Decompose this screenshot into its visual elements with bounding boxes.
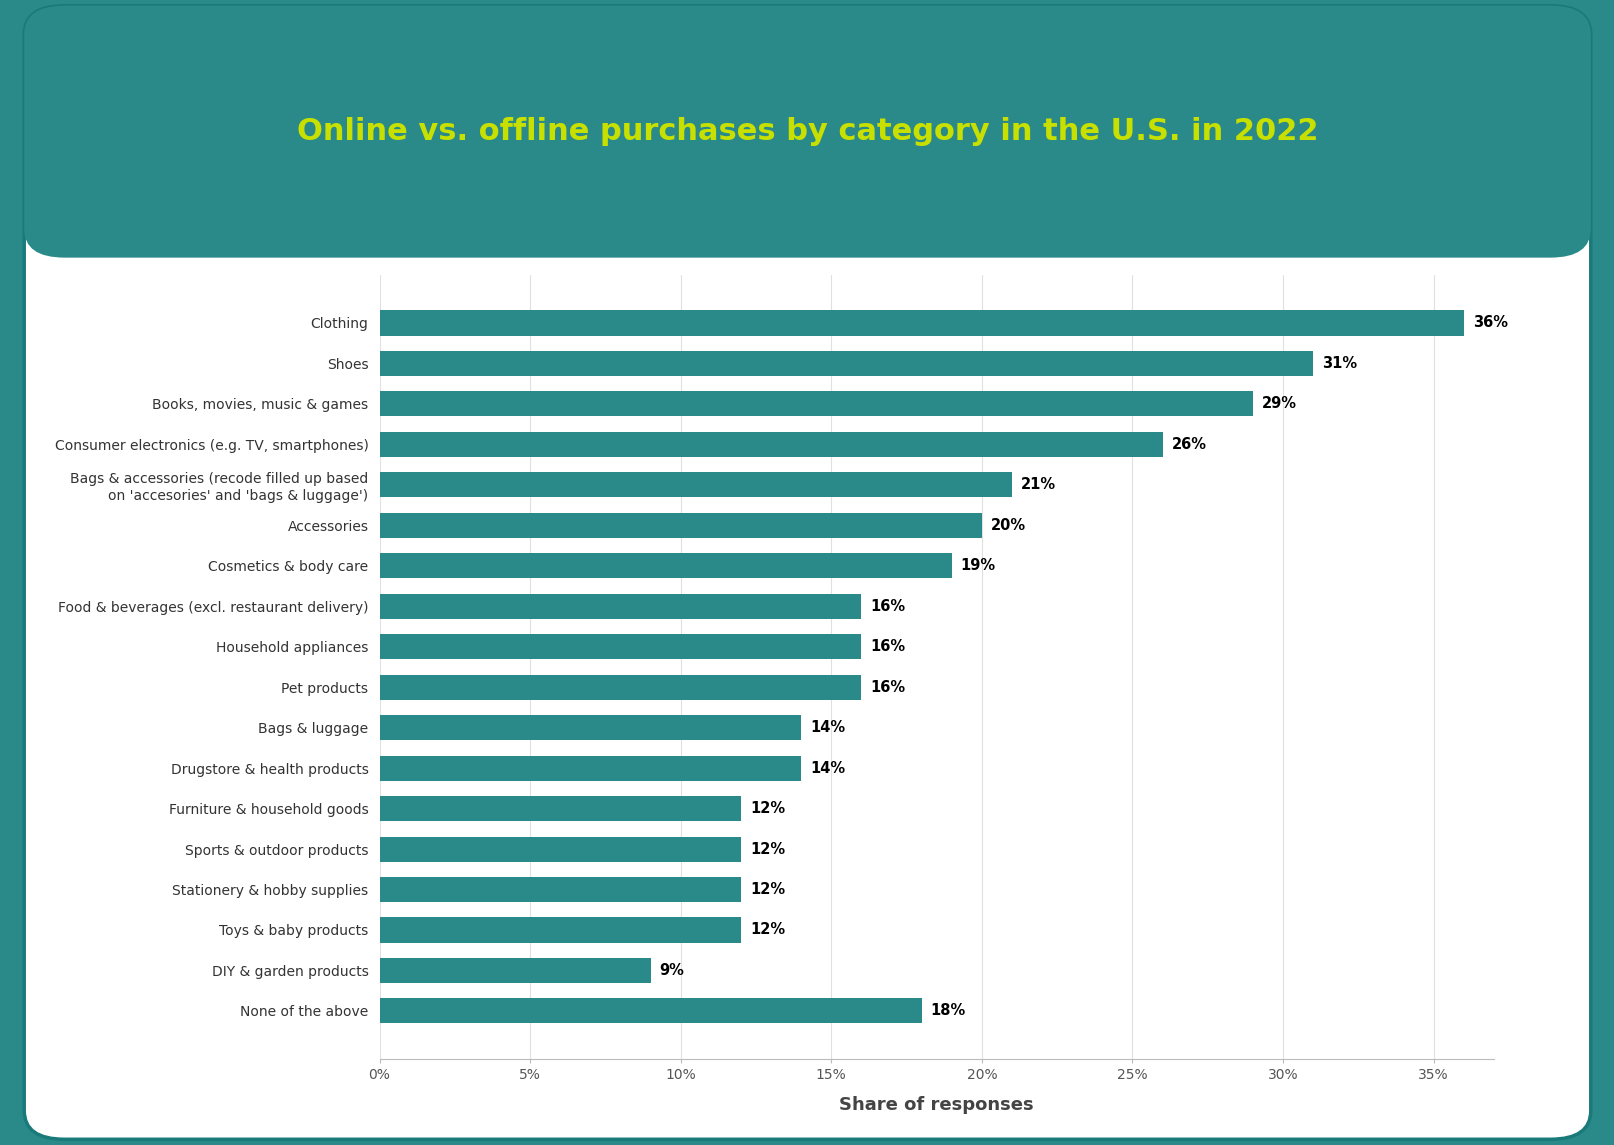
Text: 12%: 12% <box>749 923 784 938</box>
Text: 12%: 12% <box>749 842 784 856</box>
Bar <box>379 432 1162 457</box>
FancyBboxPatch shape <box>24 6 1590 1139</box>
Text: 21%: 21% <box>1020 477 1056 492</box>
Bar <box>379 917 741 942</box>
FancyBboxPatch shape <box>66 132 1548 229</box>
Bar <box>379 513 981 538</box>
Text: 26%: 26% <box>1170 437 1206 452</box>
Bar <box>379 998 922 1024</box>
Text: Online vs. offline purchases by category in the U.S. in 2022: Online vs. offline purchases by category… <box>297 117 1317 147</box>
Text: 31%: 31% <box>1322 356 1356 371</box>
Text: 12%: 12% <box>749 882 784 897</box>
Text: 36%: 36% <box>1472 316 1507 331</box>
Bar <box>379 716 801 740</box>
Text: 18%: 18% <box>930 1003 965 1018</box>
Text: 14%: 14% <box>810 720 844 735</box>
FancyBboxPatch shape <box>24 6 1590 258</box>
Bar <box>379 958 650 984</box>
Text: 19%: 19% <box>960 559 996 574</box>
Bar <box>379 392 1252 417</box>
Text: 16%: 16% <box>870 639 905 654</box>
Bar <box>379 473 1012 497</box>
Bar <box>379 877 741 902</box>
Bar <box>379 837 741 861</box>
Bar <box>379 350 1312 376</box>
Text: 9%: 9% <box>659 963 684 978</box>
Bar <box>379 310 1462 335</box>
Text: 29%: 29% <box>1261 396 1296 411</box>
Bar <box>379 756 801 781</box>
Bar <box>379 674 860 700</box>
Bar <box>379 796 741 821</box>
Text: 14%: 14% <box>810 760 844 775</box>
Bar <box>379 594 860 618</box>
Bar <box>379 634 860 660</box>
Text: 12%: 12% <box>749 802 784 816</box>
Text: 16%: 16% <box>870 599 905 614</box>
Text: 16%: 16% <box>870 680 905 695</box>
X-axis label: Share of responses: Share of responses <box>839 1096 1033 1114</box>
Bar <box>379 553 951 578</box>
Text: 20%: 20% <box>991 518 1025 532</box>
